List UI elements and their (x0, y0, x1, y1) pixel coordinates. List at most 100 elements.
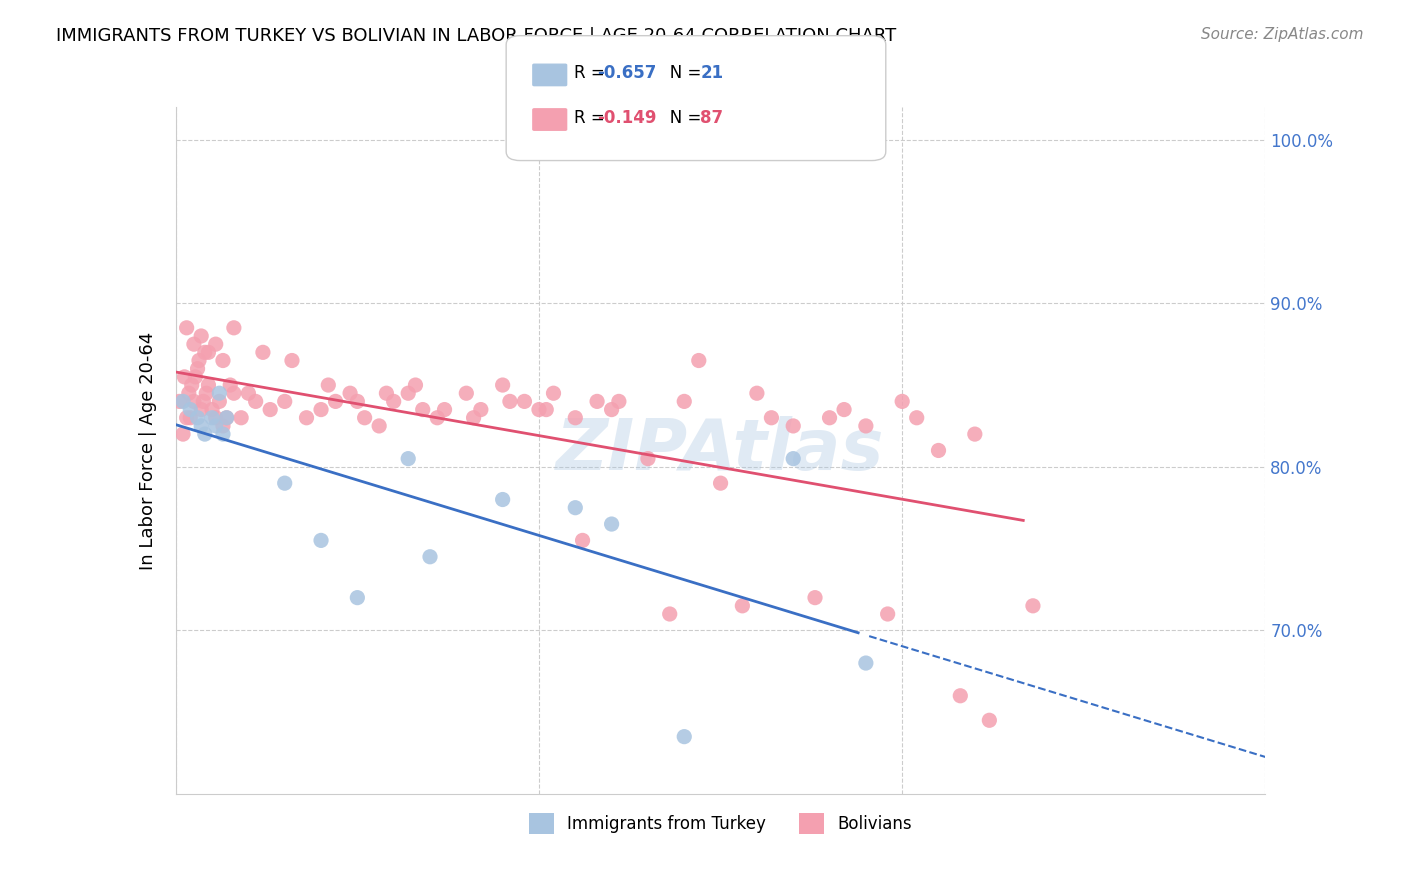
Text: 87: 87 (700, 109, 723, 127)
Point (177, 386, 200, 401)
Point (190, 419, 212, 434)
Point (212, 427, 235, 442)
Text: N =: N = (654, 109, 706, 127)
Point (259, 402, 281, 417)
Point (1022, 599, 1045, 613)
Point (212, 353, 235, 368)
Point (804, 591, 827, 605)
Point (274, 394, 297, 409)
Point (891, 394, 914, 409)
Point (782, 451, 804, 466)
Point (492, 492, 515, 507)
Y-axis label: In Labor Force | Age 20-64: In Labor Force | Age 20-64 (139, 331, 157, 570)
Point (745, 386, 768, 401)
Point (169, 394, 191, 409)
Point (194, 427, 217, 442)
Point (190, 402, 212, 417)
Point (637, 451, 659, 466)
Point (688, 353, 710, 368)
Point (928, 443, 950, 458)
Point (543, 386, 565, 401)
Point (949, 689, 972, 703)
Point (412, 402, 434, 417)
Point (219, 378, 242, 392)
Text: ZIPAtlas: ZIPAtlas (557, 416, 884, 485)
Point (184, 370, 207, 384)
Point (456, 386, 478, 401)
Point (492, 378, 515, 392)
Point (179, 410, 201, 425)
Point (309, 533, 332, 548)
Point (499, 394, 522, 409)
Point (607, 394, 630, 409)
Point (433, 402, 456, 417)
Point (222, 321, 245, 335)
Point (204, 419, 226, 434)
Point (238, 386, 260, 401)
Point (281, 353, 304, 368)
Point (673, 730, 696, 744)
Point (180, 378, 202, 392)
Point (782, 419, 804, 434)
Point (761, 410, 783, 425)
Point (208, 394, 231, 409)
Point (396, 386, 419, 401)
Text: IMMIGRANTS FROM TURKEY VS BOLIVIAN IN LABOR FORCE | AGE 20-64 CORRELATION CHART: IMMIGRANTS FROM TURKEY VS BOLIVIAN IN LA… (56, 27, 897, 45)
Point (186, 361, 209, 376)
Point (193, 394, 215, 409)
Point (197, 345, 219, 359)
Point (190, 329, 212, 343)
Point (463, 410, 485, 425)
Point (534, 402, 557, 417)
Point (396, 451, 419, 466)
Point (600, 516, 623, 531)
Point (353, 410, 375, 425)
Point (855, 419, 877, 434)
Point (470, 402, 492, 417)
Point (179, 402, 201, 417)
Point (204, 337, 226, 351)
Point (832, 402, 855, 417)
Point (346, 394, 368, 409)
Text: N =: N = (654, 64, 706, 82)
Point (188, 353, 211, 368)
Text: -0.657: -0.657 (598, 64, 657, 82)
Point (527, 402, 550, 417)
Point (368, 419, 391, 434)
Point (186, 410, 209, 425)
Point (176, 410, 198, 425)
Point (176, 321, 198, 335)
Point (252, 345, 274, 359)
Point (274, 476, 297, 491)
Point (564, 500, 586, 515)
Point (204, 410, 226, 425)
Point (731, 599, 754, 613)
Point (172, 394, 194, 409)
Point (194, 345, 217, 359)
Point (183, 394, 205, 409)
Point (173, 370, 195, 384)
Text: Source: ZipAtlas.com: Source: ZipAtlas.com (1201, 27, 1364, 42)
Text: -0.149: -0.149 (598, 109, 657, 127)
Point (295, 410, 318, 425)
Point (195, 386, 218, 401)
Point (201, 410, 224, 425)
Text: R =: R = (574, 64, 610, 82)
Text: 21: 21 (700, 64, 723, 82)
Point (215, 410, 238, 425)
Point (600, 402, 623, 417)
Point (419, 549, 441, 564)
Point (375, 386, 398, 401)
Point (876, 607, 898, 621)
Point (571, 533, 593, 548)
Point (212, 419, 235, 434)
Point (183, 337, 205, 351)
Point (339, 386, 361, 401)
Point (231, 410, 253, 425)
Point (318, 378, 340, 392)
Point (222, 386, 245, 401)
Point (963, 427, 986, 442)
Point (208, 386, 231, 401)
Point (855, 656, 877, 670)
Point (215, 410, 238, 425)
